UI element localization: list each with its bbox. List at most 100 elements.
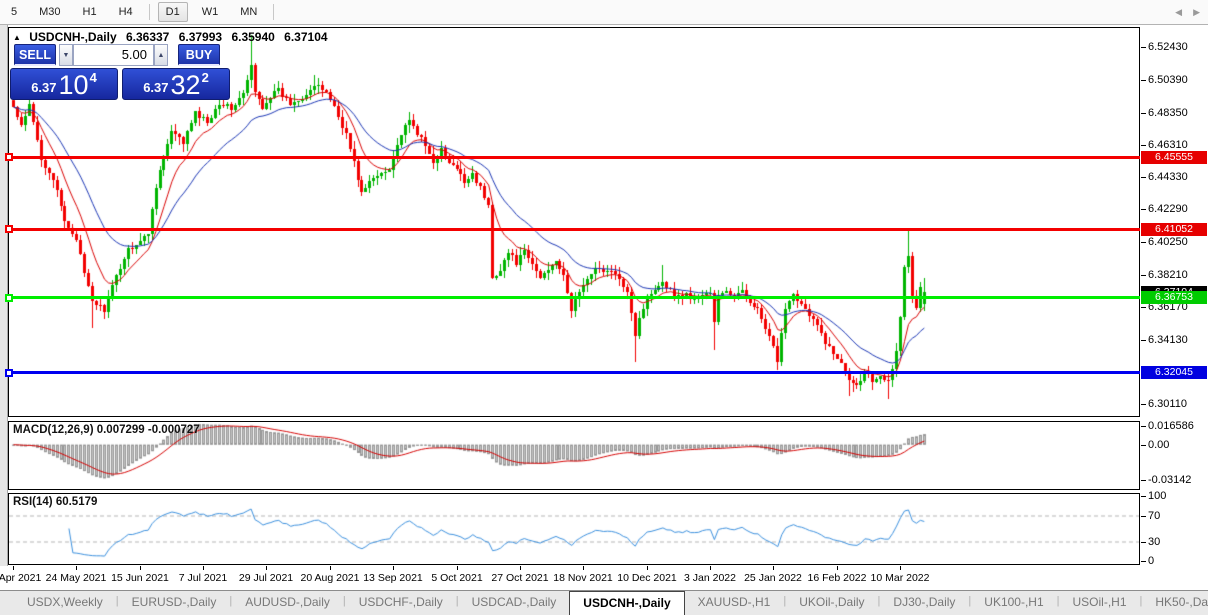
tab-separator: | — [229, 595, 233, 607]
chart-tab-usdcnh-daily[interactable]: USDCNH-,Daily — [569, 591, 685, 615]
sell-button[interactable]: SELL — [14, 44, 56, 66]
price-axis-tick-label: 6.48350 — [1148, 107, 1188, 119]
chart-tab-hk50-daily[interactable]: HK50-,Daily — [1155, 595, 1208, 609]
rsi-axis-tick-label: 100 — [1148, 490, 1167, 502]
chart-tab-xauusd-h1[interactable]: XAUUSD-,H1 — [697, 595, 771, 609]
tab-separator: | — [1056, 595, 1060, 607]
chart-title: ▲ USDCNH-,Daily 6.36337 6.37993 6.35940 … — [13, 30, 328, 44]
macd-axis-tick — [1141, 426, 1146, 427]
chevron-down-icon: ▼ — [62, 51, 70, 59]
date-axis-label: 20 Aug 2021 — [300, 572, 360, 584]
timeframe-toolbar: 5 M30 H1 H4 D1 W1 MN — [0, 0, 1208, 25]
tab-scroll-left-icon[interactable]: ◀ — [1175, 7, 1182, 17]
chart-tab-dj30-daily[interactable]: DJ30-,Daily — [893, 595, 956, 609]
sell-price-sup: 4 — [89, 70, 97, 85]
tab-separator: | — [115, 595, 119, 607]
chart-tab-audusd-daily[interactable]: AUDUSD-,Daily — [245, 595, 330, 609]
date-axis-tick — [900, 566, 901, 570]
chart-tab-usdx-weekly[interactable]: USDX,Weekly — [27, 595, 103, 609]
level-price-badge: 6.32045 — [1141, 366, 1207, 379]
sell-price-big: 10 — [58, 70, 89, 100]
level-line-anchor-marker[interactable] — [5, 369, 13, 377]
date-axis-tick — [710, 566, 711, 570]
timeframe-button-mn[interactable]: MN — [240, 6, 258, 18]
level-line-anchor-marker[interactable] — [5, 294, 13, 302]
macd-canvas[interactable] — [9, 422, 1139, 489]
price-axis-tick — [1141, 145, 1146, 146]
date-axis-tick — [583, 566, 584, 570]
tab-scroll-right-icon[interactable]: ▶ — [1193, 7, 1200, 17]
collapse-icon[interactable]: ▲ — [13, 33, 21, 42]
rsi-panel[interactable] — [8, 493, 1140, 565]
macd-label: MACD(12,26,9) 0.007299 -0.000727 — [13, 424, 200, 436]
timeframe-button-h4[interactable]: H4 — [118, 6, 133, 18]
date-axis-tick — [203, 566, 204, 570]
date-axis-tick — [76, 566, 77, 570]
chart-tab-usdchf-daily[interactable]: USDCHF-,Daily — [358, 595, 443, 609]
price-axis-tick — [1141, 404, 1146, 405]
chart-tab-usdcad-daily[interactable]: USDCAD-,Daily — [471, 595, 557, 609]
price-axis-tick-label: 6.44330 — [1148, 171, 1188, 183]
buy-price-prefix: 6.37 — [143, 80, 169, 95]
date-axis-label: 7 Jul 2021 — [178, 572, 228, 584]
chart-tab-uk100-h1[interactable]: UK100-,H1 — [984, 595, 1044, 609]
ohlc-high: 6.37993 — [178, 30, 223, 44]
horizontal-level-line[interactable] — [9, 296, 1140, 299]
chart-tab-eurusd-daily[interactable]: EURUSD-,Daily — [131, 595, 217, 609]
timeframe-button-5[interactable]: 5 — [11, 6, 18, 18]
date-axis-tick — [520, 566, 521, 570]
date-axis-label: 10 Dec 2021 — [617, 572, 677, 584]
horizontal-level-line[interactable] — [9, 156, 1140, 159]
sell-price-prefix: 6.37 — [31, 80, 57, 95]
price-axis-tick-label: 6.52430 — [1148, 41, 1188, 53]
date-axis-label: 16 Feb 2022 — [807, 572, 867, 584]
date-axis-tick — [457, 566, 458, 570]
price-axis-tick — [1141, 47, 1146, 48]
buy-price-button[interactable]: 6.37 32 2 — [122, 68, 230, 100]
date-axis-tick — [647, 566, 648, 570]
toolbar-separator — [148, 4, 150, 20]
date-axis-label: 27 Oct 2021 — [491, 572, 549, 584]
horizontal-level-line[interactable] — [9, 228, 1140, 231]
level-price-badge: 6.41052 — [1141, 223, 1207, 236]
timeframe-button-h1[interactable]: H1 — [82, 6, 97, 18]
price-axis-tick — [1141, 340, 1146, 341]
rsi-canvas[interactable] — [9, 494, 1139, 564]
rsi-axis-tick — [1141, 516, 1146, 517]
volume-increase-button[interactable]: ▲ — [154, 44, 168, 66]
one-click-trading-panel: SELL ▼ 5.00 ▲ BUY 6.37 10 4 6.37 32 2 — [10, 44, 232, 100]
timeframe-button-d1[interactable]: D1 — [157, 2, 188, 22]
price-axis-tick — [1141, 177, 1146, 178]
level-line-anchor-marker[interactable] — [5, 225, 13, 233]
buy-button[interactable]: BUY — [178, 44, 220, 66]
date-axis-tick — [773, 566, 774, 570]
chart-tab-bar: USDX,Weekly | EURUSD-,Daily | AUDUSD-,Daily |… — [0, 590, 1208, 615]
macd-axis-tick-label: -0.03142 — [1148, 474, 1192, 486]
timeframe-button-m30[interactable]: M30 — [39, 6, 61, 18]
date-axis-label: 29 Jul 2021 — [238, 572, 294, 584]
horizontal-level-line[interactable] — [9, 371, 1140, 374]
chart-tab-ukoil-daily[interactable]: UKOil-,Daily — [799, 595, 865, 609]
rsi-axis-tick-label: 0 — [1148, 555, 1155, 567]
level-price-badge: 6.45555 — [1141, 151, 1207, 164]
macd-panel[interactable] — [8, 421, 1140, 490]
price-axis-tick-label: 6.38210 — [1148, 269, 1188, 281]
chart-tab-usoil-h1[interactable]: USOil-,H1 — [1072, 595, 1127, 609]
price-axis-tick-label: 6.40250 — [1148, 236, 1188, 248]
timeframe-button-w1[interactable]: W1 — [201, 6, 219, 18]
buy-button-label: BUY — [185, 47, 213, 62]
volume-input[interactable]: 5.00 — [73, 44, 154, 66]
level-line-anchor-marker[interactable] — [5, 153, 13, 161]
date-axis-label: 25 Jan 2022 — [744, 572, 802, 584]
date-axis-label: 15 Jun 2021 — [111, 572, 169, 584]
price-axis-tick-label: 6.34130 — [1148, 334, 1188, 346]
level-price-badge: 6.36753 — [1141, 291, 1207, 304]
sell-price-button[interactable]: 6.37 10 4 — [10, 68, 118, 100]
ohlc-open: 6.36337 — [125, 30, 170, 44]
price-axis-tick — [1141, 307, 1146, 308]
date-axis-label: 3 Jan 2022 — [684, 572, 736, 584]
volume-decrease-button[interactable]: ▼ — [59, 44, 73, 66]
price-axis-tick-label: 6.30110 — [1148, 398, 1187, 410]
